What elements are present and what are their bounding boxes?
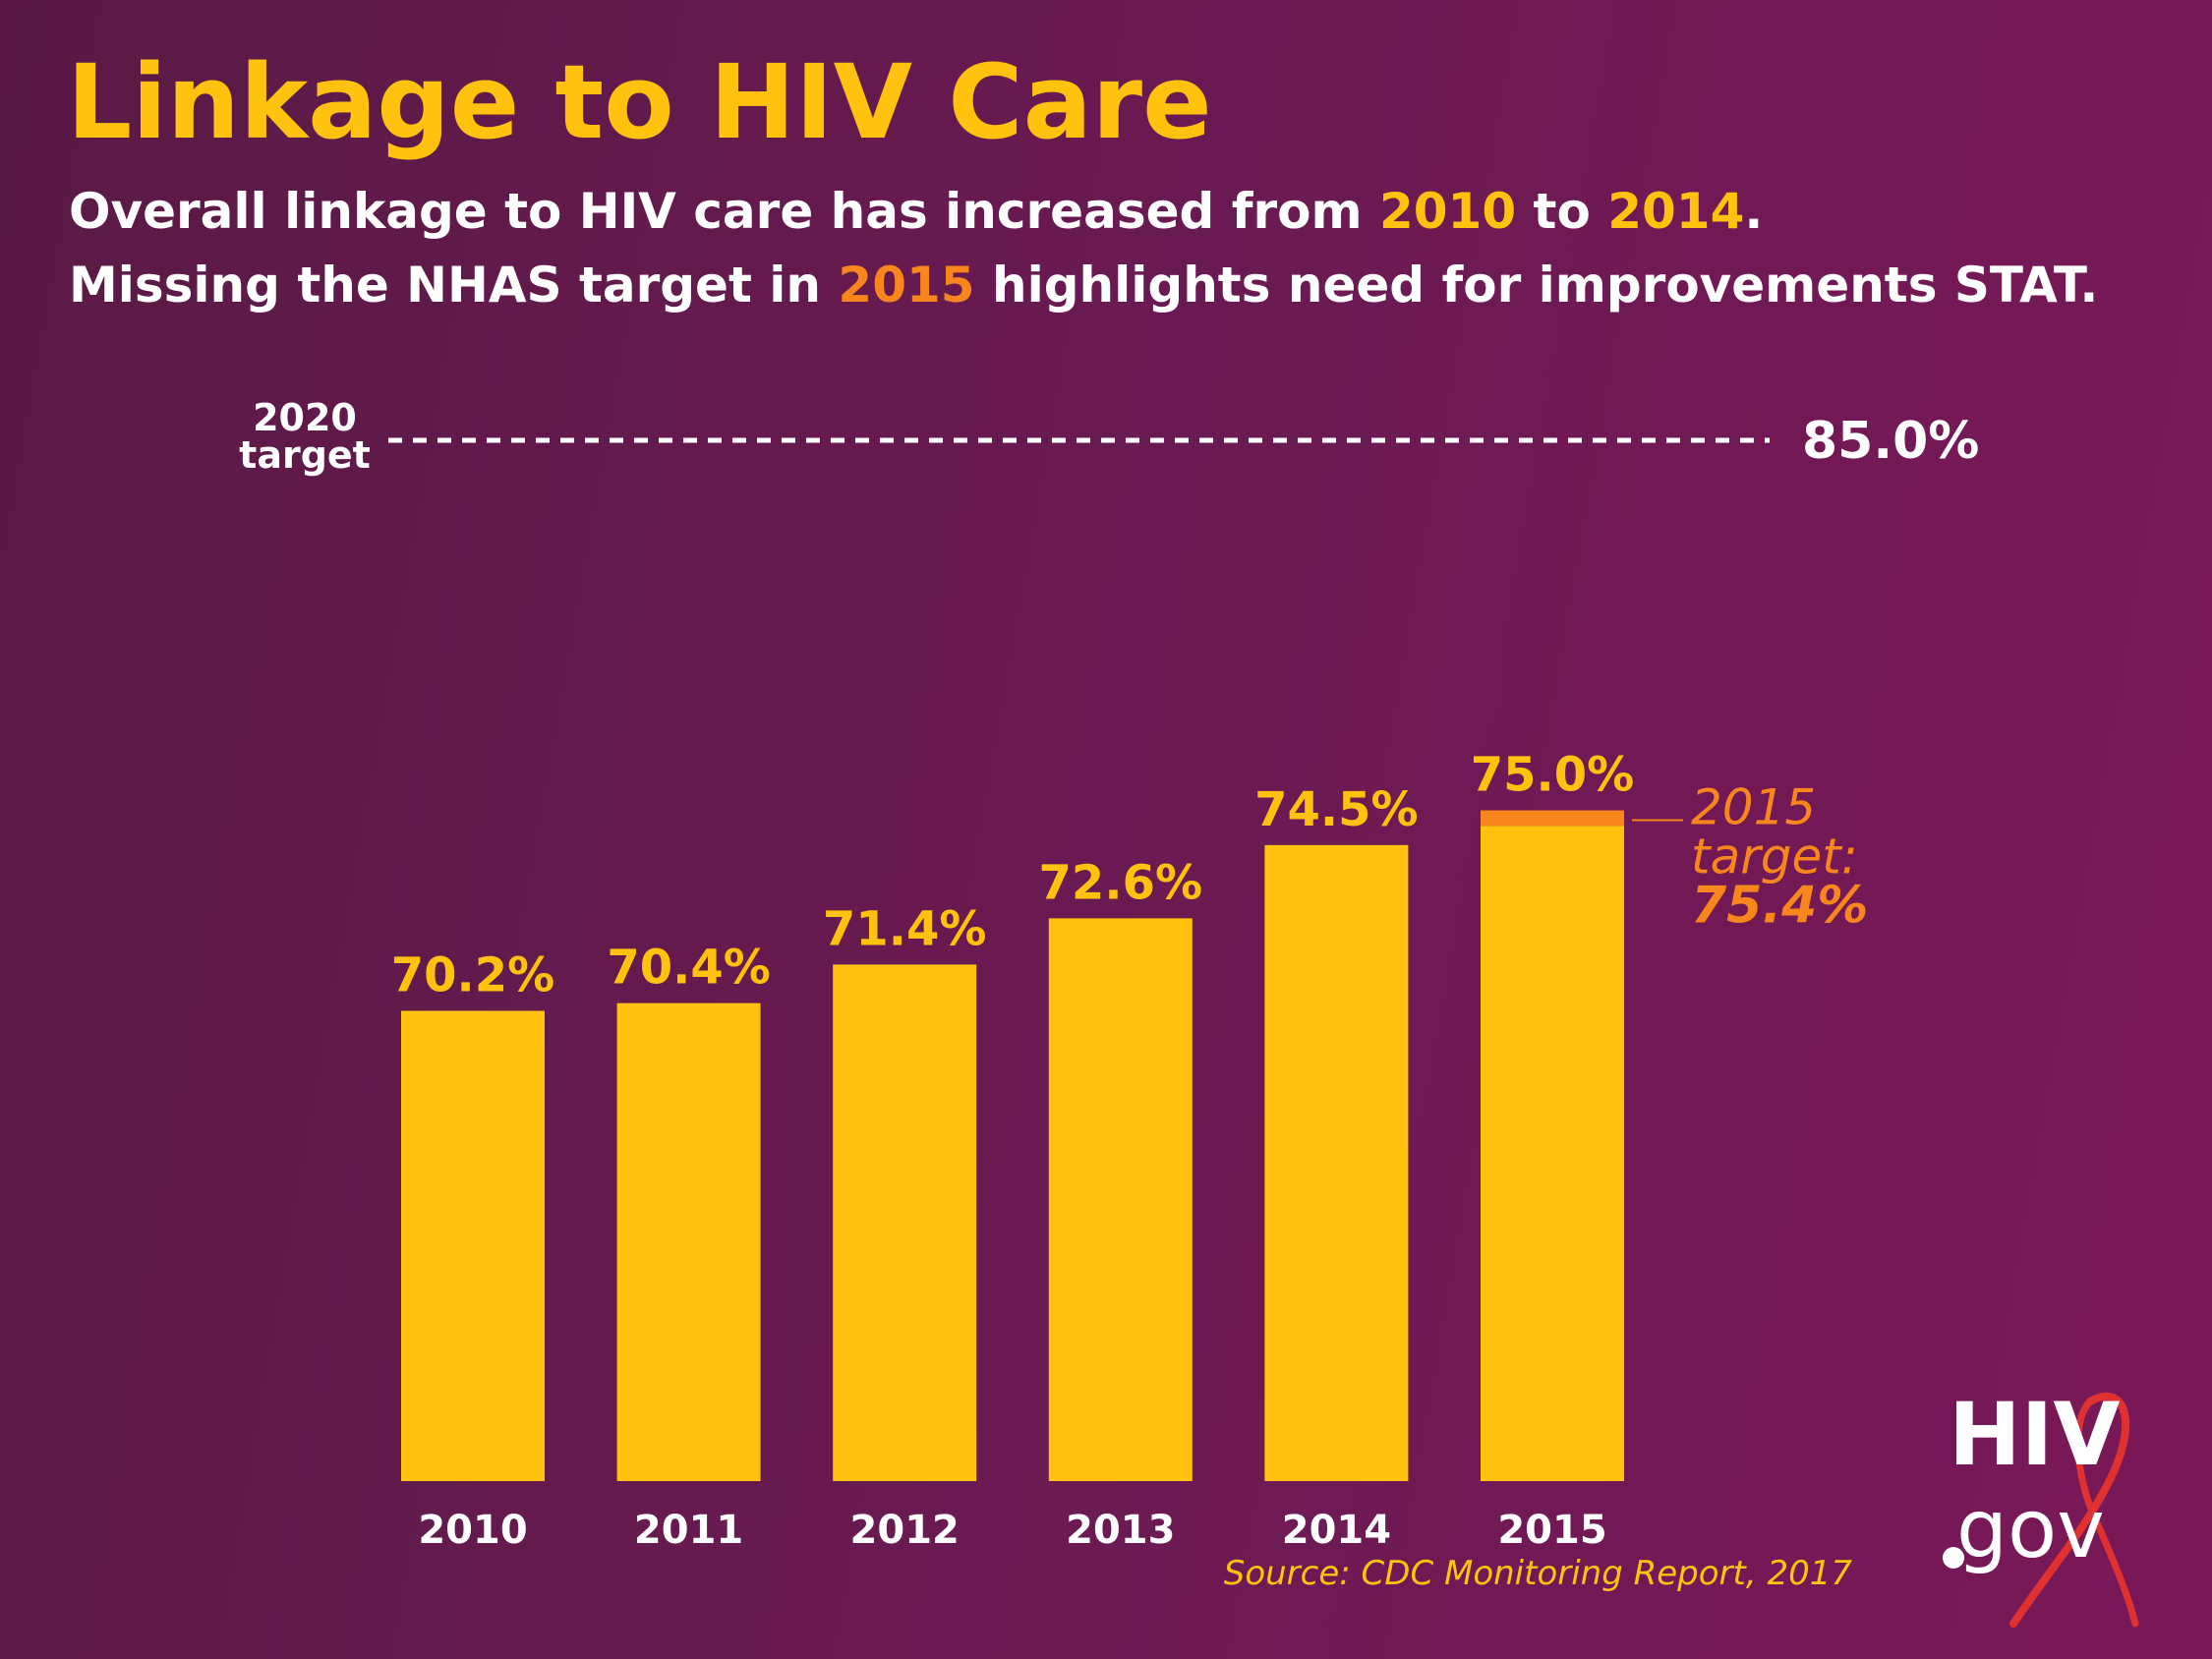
subtitle-text: . bbox=[1744, 183, 1764, 240]
data-label-2015: 75.0% bbox=[1471, 748, 1635, 803]
chart-subtitle: Overall linkage to HIV care has increase… bbox=[69, 175, 2098, 322]
bar-2015 bbox=[1481, 826, 1624, 1481]
reference-value-label: 85.0% bbox=[1802, 412, 1979, 471]
x-tick-label-2014: 2014 bbox=[1282, 1508, 1391, 1553]
chart-title: Linkage to HIV Care bbox=[67, 42, 1212, 162]
x-tick-label-2012: 2012 bbox=[850, 1508, 960, 1553]
reference-label-target: target bbox=[239, 433, 371, 477]
bar-2010 bbox=[401, 1010, 545, 1481]
data-label-2013: 72.6% bbox=[1039, 855, 1203, 910]
data-label-2011: 70.4% bbox=[607, 941, 771, 996]
x-tick-label-2015: 2015 bbox=[1497, 1508, 1606, 1553]
source-note: Source: CDC Monitoring Report, 2017 bbox=[1224, 1554, 1853, 1593]
subtitle-line-1: Overall linkage to HIV care has increase… bbox=[69, 175, 2098, 249]
reference-label-year: 2020 bbox=[253, 396, 357, 439]
data-label-2014: 74.5% bbox=[1254, 782, 1419, 837]
logo-dot bbox=[1943, 1547, 1964, 1569]
subtitle-text: to bbox=[1516, 183, 1608, 240]
subtitle-text: Overall linkage to HIV care has increase… bbox=[69, 183, 1379, 240]
subtitle-line-2: Missing the NHAS target in 2015 highligh… bbox=[69, 249, 2098, 322]
x-tick-label-2010: 2010 bbox=[418, 1508, 527, 1553]
bar-2013 bbox=[1048, 918, 1193, 1481]
subtitle-text: Missing the NHAS target in bbox=[69, 257, 839, 314]
target-value-label: 75.4% bbox=[1691, 877, 1868, 936]
hivgov-logo: HIV gov bbox=[1943, 1392, 2139, 1637]
bar-2014 bbox=[1264, 844, 1409, 1481]
x-tick-label-2011: 2011 bbox=[634, 1508, 743, 1553]
subtitle-year-2015: 2015 bbox=[838, 257, 975, 314]
target-label-text: target: bbox=[1691, 829, 1858, 886]
data-label-2010: 70.2% bbox=[391, 947, 555, 1002]
subtitle-text: highlights need for improvements STAT. bbox=[974, 257, 2099, 314]
subtitle-year-2010: 2010 bbox=[1378, 183, 1517, 240]
subtitle-year-2014: 2014 bbox=[1607, 183, 1745, 240]
target-gap-segment bbox=[1481, 810, 1624, 827]
x-tick-label-2013: 2013 bbox=[1066, 1508, 1175, 1553]
bar-2012 bbox=[833, 964, 977, 1481]
logo-gov-text: gov bbox=[1956, 1483, 2105, 1576]
data-label-2012: 71.4% bbox=[823, 901, 987, 956]
target-label-year: 2015 bbox=[1691, 779, 1816, 836]
logo-hiv-text: HIV bbox=[1949, 1384, 2121, 1485]
bar-2011 bbox=[616, 1002, 761, 1481]
red-ribbon-icon bbox=[2009, 1392, 2139, 1628]
